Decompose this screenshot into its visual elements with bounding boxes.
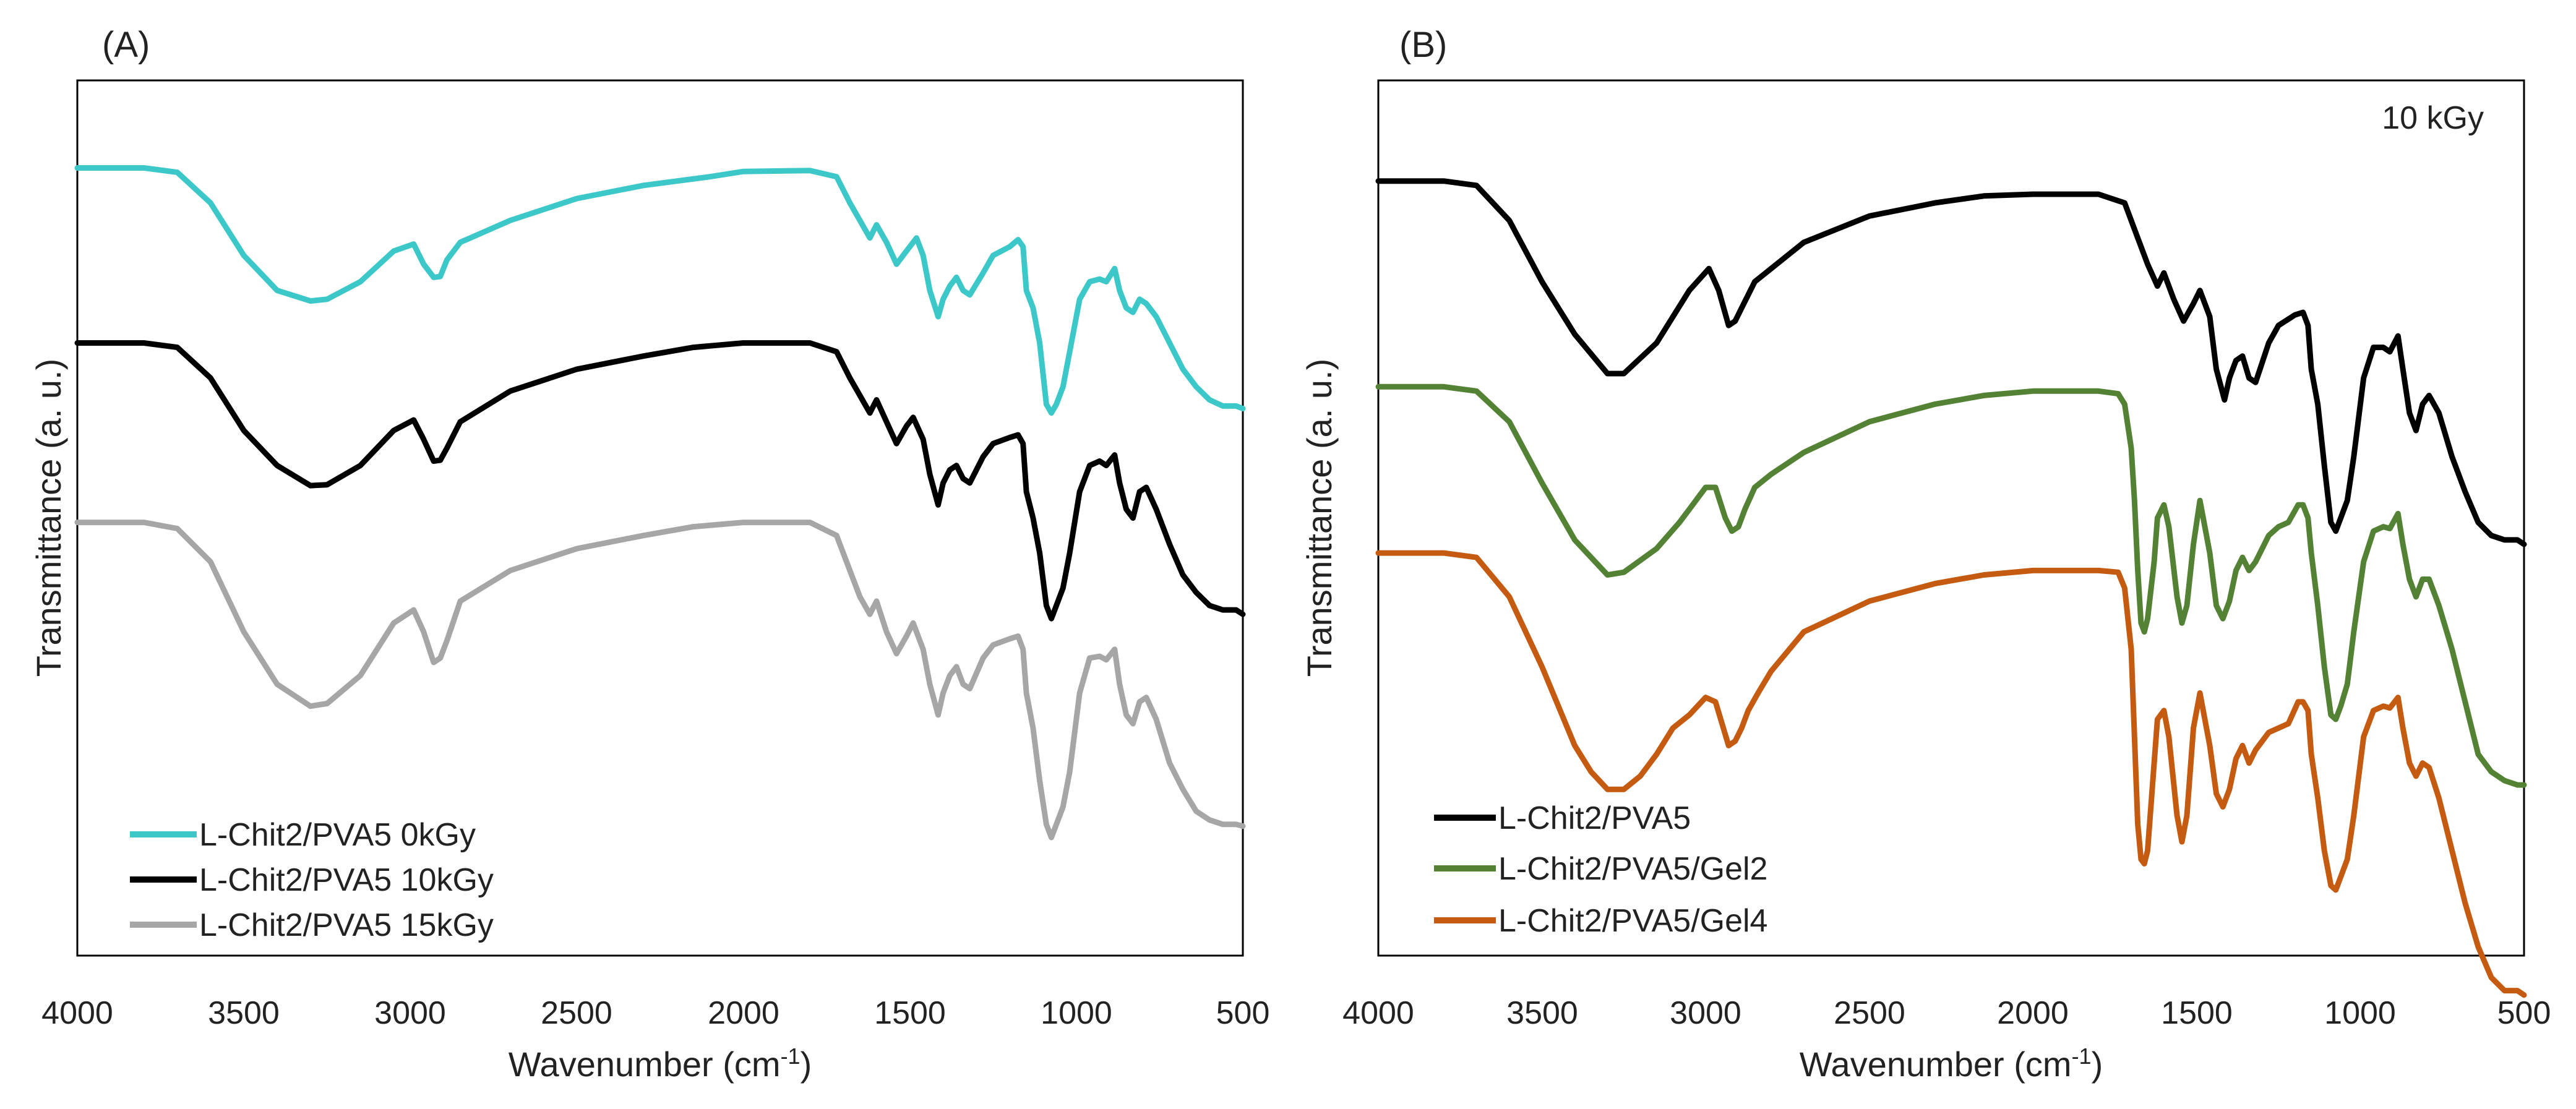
panel-a-legend: L-Chit2/PVA5 0kGy L-Chit2/PVA5 10kGy L-C… (130, 817, 494, 943)
panel-a-x-tick-label: 1000 (1041, 995, 1112, 1031)
panel-a-plot-frame (76, 79, 1244, 957)
panel-b-x-tick-label: 1000 (2324, 995, 2396, 1031)
panel-b-dose-annotation: 10 kGy (2382, 100, 2484, 136)
panel-a: (A) Transmittance (a. u.) Wavenumber (cm… (29, 25, 1269, 1084)
panel-a-x-tick-label: 2500 (541, 995, 612, 1031)
panel-a-x-axis-label-suffix: ) (801, 1045, 812, 1084)
panel-a-series-group (74, 165, 1246, 841)
panel-b-x-tick-label: 2500 (1834, 995, 1905, 1031)
panel-b-x-tick-label: 3000 (1670, 995, 1741, 1031)
panel-a-x-axis-label-superscript: -1 (781, 1043, 801, 1069)
panel-a-legend-label-0kgy: L-Chit2/PVA5 0kGy (199, 817, 476, 853)
panel-b-legend: L-Chit2/PVA5 L-Chit2/PVA5/Gel2 L-Chit2/P… (1434, 800, 1767, 939)
panel-a-x-axis-label-prefix: Wavenumber (cm (509, 1045, 781, 1084)
panel-a-label: (A) (102, 25, 150, 65)
panel-a-x-tick-label: 3000 (374, 995, 446, 1031)
panel-b-x-axis-label-suffix: ) (2092, 1045, 2103, 1084)
panel-a-legend-label-10kgy: L-Chit2/PVA5 10kGy (199, 862, 494, 898)
panel-b: (B) Transmittance (a. u.) Wavenumber (cm… (1300, 25, 2551, 1084)
panel-b-x-tick-label: 4000 (1342, 995, 1414, 1031)
panel-b-plot-frame (1377, 79, 2525, 957)
panel-a-series-0kgy-line (74, 165, 1246, 416)
panel-b-x-axis-label-superscript: -1 (2072, 1043, 2092, 1069)
panel-b-legend-label-gel4: L-Chit2/PVA5/Gel4 (1498, 903, 1767, 939)
panel-a-x-tick-label: 2000 (708, 995, 779, 1031)
panel-a-x-tick-label: 3500 (208, 995, 280, 1031)
panel-b-series-gel2-line (1375, 383, 2527, 788)
panel-a-x-ticks: 4000 3500 3000 2500 2000 1500 1000 500 (41, 995, 1269, 1031)
panel-a-x-axis-label: Wavenumber (cm-1) (509, 1043, 812, 1084)
panel-b-legend-label-gel2: L-Chit2/PVA5/Gel2 (1498, 851, 1767, 887)
panel-a-legend-label-15kgy: L-Chit2/PVA5 15kGy (199, 907, 494, 943)
panel-a-series-15kgy-line (74, 520, 1246, 841)
panel-b-label: (B) (1399, 25, 1447, 65)
panel-b-x-tick-label: 2000 (1997, 995, 2069, 1031)
panel-a-x-tick-label: 500 (1216, 995, 1270, 1031)
panel-b-y-axis-label: Transmittance (a. u.) (1300, 359, 1339, 677)
panel-b-x-tick-label: 3500 (1506, 995, 1578, 1031)
panel-b-x-ticks: 4000 3500 3000 2500 2000 1500 1000 500 (1342, 995, 2551, 1031)
panel-b-x-tick-label: 500 (2497, 995, 2551, 1031)
panel-a-y-axis-label: Transmittance (a. u.) (29, 359, 68, 677)
panel-a-series-10kgy-line (74, 340, 1246, 622)
panel-a-x-tick-label: 4000 (41, 995, 113, 1031)
panel-b-legend-label-pva5: L-Chit2/PVA5 (1498, 800, 1691, 836)
panel-b-series-gel4-line (1375, 550, 2527, 998)
panel-b-series-pva5-line (1375, 178, 2527, 547)
panel-b-x-tick-label: 1500 (2161, 995, 2233, 1031)
panel-b-x-axis-label-prefix: Wavenumber (cm (1800, 1045, 2072, 1084)
panel-b-series-group (1375, 178, 2527, 998)
panel-a-x-tick-label: 1500 (874, 995, 946, 1031)
panel-b-x-axis-label: Wavenumber (cm-1) (1800, 1043, 2103, 1084)
